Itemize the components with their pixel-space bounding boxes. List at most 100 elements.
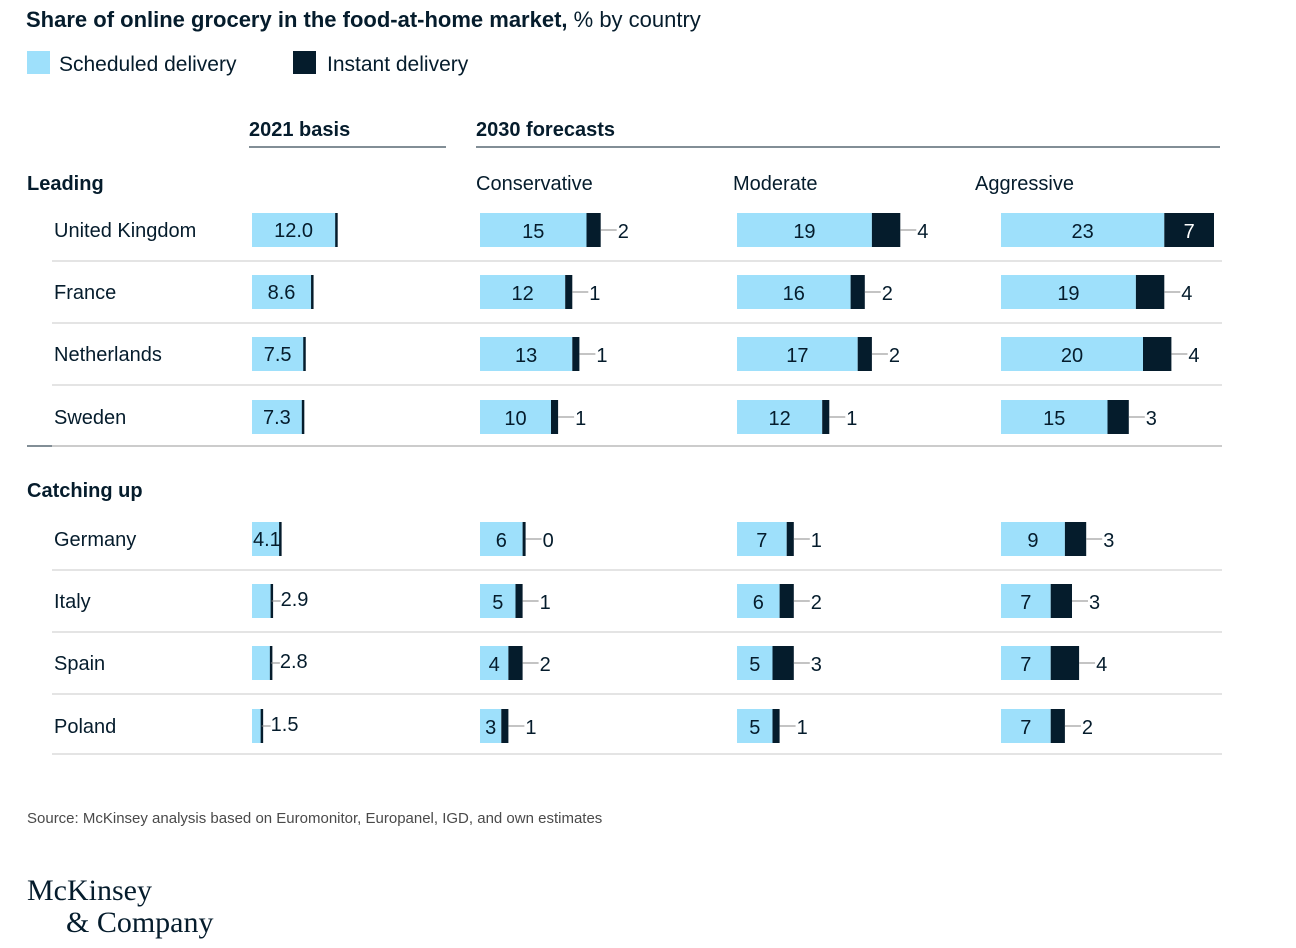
bar-aggressive-instant-poland <box>1050 709 1065 743</box>
bar-2021-poland <box>252 709 263 743</box>
value-2021-spain: 2.8 <box>280 651 308 673</box>
bar-conservative-scheduled-spain <box>480 646 509 680</box>
country-label-poland: Poland <box>54 716 116 738</box>
logo-line-1: McKinsey <box>27 874 152 907</box>
bar-aggressive-instant-united-kingdom <box>1164 213 1214 247</box>
value-2021-france: 8.6 <box>268 282 296 304</box>
bar-2021-netherlands <box>252 337 306 371</box>
bar-2021-marker-germany <box>279 522 282 556</box>
bar-moderate-instant-netherlands <box>857 337 872 371</box>
bar-aggressive-instant-sweden <box>1107 400 1129 434</box>
bar-aggressive-scheduled-united-kingdom <box>1001 213 1165 247</box>
bar-aggressive-instant-italy <box>1050 584 1072 618</box>
bar-2021-marker-netherlands <box>303 337 306 371</box>
value-2021-poland: 1.5 <box>271 714 299 736</box>
value-aggressive-scheduled-france: 19 <box>1057 283 1079 305</box>
bar-conservative-scheduled-united-kingdom <box>480 213 587 247</box>
country-label-sweden: Sweden <box>54 407 126 429</box>
value-2021-united-kingdom: 12.0 <box>274 220 313 242</box>
bar-conservative-scheduled-italy <box>480 584 516 618</box>
legend-label-scheduled: Scheduled delivery <box>59 53 237 76</box>
bar-moderate-scheduled-italy <box>737 584 780 618</box>
value-moderate-instant-germany: 1 <box>811 530 822 552</box>
bar-moderate-instant-united-kingdom <box>871 213 901 247</box>
value-conservative-scheduled-poland: 3 <box>485 717 496 739</box>
value-aggressive-scheduled-spain: 7 <box>1020 654 1031 676</box>
value-moderate-instant-sweden: 1 <box>846 408 857 430</box>
bar-conservative-scheduled-netherlands <box>480 337 573 371</box>
country-label-spain: Spain <box>54 653 105 675</box>
value-2021-netherlands: 7.5 <box>264 344 292 366</box>
value-moderate-instant-france: 2 <box>882 283 893 305</box>
bar-aggressive-scheduled-poland <box>1001 709 1051 743</box>
scenario-conservative: Conservative <box>476 173 593 195</box>
group-leading: Leading <box>27 173 104 195</box>
value-moderate-instant-poland: 1 <box>797 717 808 739</box>
mckinsey-logo: McKinsey & Company <box>27 874 214 939</box>
bar-2021-marker-france <box>311 275 314 309</box>
bar-conservative-scheduled-germany <box>480 522 523 556</box>
bar-moderate-scheduled-spain <box>737 646 773 680</box>
value-aggressive-scheduled-germany: 9 <box>1027 530 1038 552</box>
legend-swatch-instant <box>293 51 316 74</box>
value-moderate-instant-spain: 3 <box>811 654 822 676</box>
value-aggressive-scheduled-united-kingdom: 23 <box>1072 221 1094 243</box>
value-aggressive-instant-france: 4 <box>1181 283 1192 305</box>
value-aggressive-instant-poland: 2 <box>1082 717 1093 739</box>
value-moderate-scheduled-netherlands: 17 <box>786 345 808 367</box>
value-conservative-scheduled-sweden: 10 <box>504 408 526 430</box>
value-aggressive-instant-italy: 3 <box>1089 592 1100 614</box>
header-2030-forecasts: 2030 forecasts <box>476 119 615 141</box>
chart-title-bold: Share of online grocery in the food-at-h… <box>26 7 568 32</box>
bar-aggressive-scheduled-sweden <box>1001 400 1108 434</box>
value-aggressive-scheduled-sweden: 15 <box>1043 408 1065 430</box>
bar-conservative-scheduled-france <box>480 275 566 309</box>
value-conservative-instant-sweden: 1 <box>575 408 586 430</box>
value-2021-sweden: 7.3 <box>263 407 291 429</box>
value-conservative-scheduled-germany: 6 <box>496 530 507 552</box>
bar-aggressive-instant-netherlands <box>1143 337 1172 371</box>
value-conservative-scheduled-united-kingdom: 15 <box>522 221 544 243</box>
legend-label-instant: Instant delivery <box>327 53 469 76</box>
value-aggressive-instant-germany: 3 <box>1103 530 1114 552</box>
bar-aggressive-instant-france <box>1135 275 1165 309</box>
value-aggressive-scheduled-netherlands: 20 <box>1061 345 1083 367</box>
bar-2021-united-kingdom <box>252 213 338 247</box>
value-aggressive-scheduled-italy: 7 <box>1020 592 1031 614</box>
bar-moderate-instant-italy <box>779 584 794 618</box>
bar-2021-france <box>252 275 314 309</box>
bar-conservative-scheduled-poland <box>480 709 502 743</box>
value-moderate-instant-netherlands: 2 <box>889 345 900 367</box>
bar-moderate-instant-sweden <box>822 400 830 434</box>
value-conservative-instant-spain: 2 <box>540 654 551 676</box>
bar-2021-spain <box>252 646 272 680</box>
value-aggressive-instant-sweden: 3 <box>1146 408 1157 430</box>
bar-conservative-instant-italy <box>515 584 523 618</box>
bar-conservative-instant-united-kingdom <box>586 213 601 247</box>
bar-moderate-instant-france <box>850 275 865 309</box>
bar-conservative-instant-poland <box>501 709 509 743</box>
bar-moderate-scheduled-poland <box>737 709 773 743</box>
header-2021-basis: 2021 basis <box>249 119 350 141</box>
value-moderate-scheduled-italy: 6 <box>753 592 764 614</box>
bar-aggressive-scheduled-netherlands <box>1001 337 1143 371</box>
bar-conservative-instant-germany <box>522 522 526 556</box>
bar-moderate-scheduled-united-kingdom <box>737 213 872 247</box>
bar-conservative-scheduled-sweden <box>480 400 551 434</box>
value-moderate-instant-italy: 2 <box>811 592 822 614</box>
value-2021-italy: 2.9 <box>281 589 309 611</box>
value-aggressive-instant-united-kingdom: 7 <box>1184 221 1195 243</box>
bar-aggressive-instant-germany <box>1064 522 1087 556</box>
bar-aggressive-instant-spain <box>1050 646 1080 680</box>
scenario-moderate: Moderate <box>733 173 818 195</box>
group-catching-up: Catching up <box>27 480 143 502</box>
value-conservative-scheduled-spain: 4 <box>489 654 500 676</box>
bar-2021-marker-united-kingdom <box>335 213 338 247</box>
bar-moderate-scheduled-germany <box>737 522 787 556</box>
bar-conservative-instant-sweden <box>551 400 559 434</box>
value-conservative-instant-france: 1 <box>589 283 600 305</box>
value-conservative-instant-germany: 0 <box>543 530 554 552</box>
bar-aggressive-scheduled-italy <box>1001 584 1051 618</box>
